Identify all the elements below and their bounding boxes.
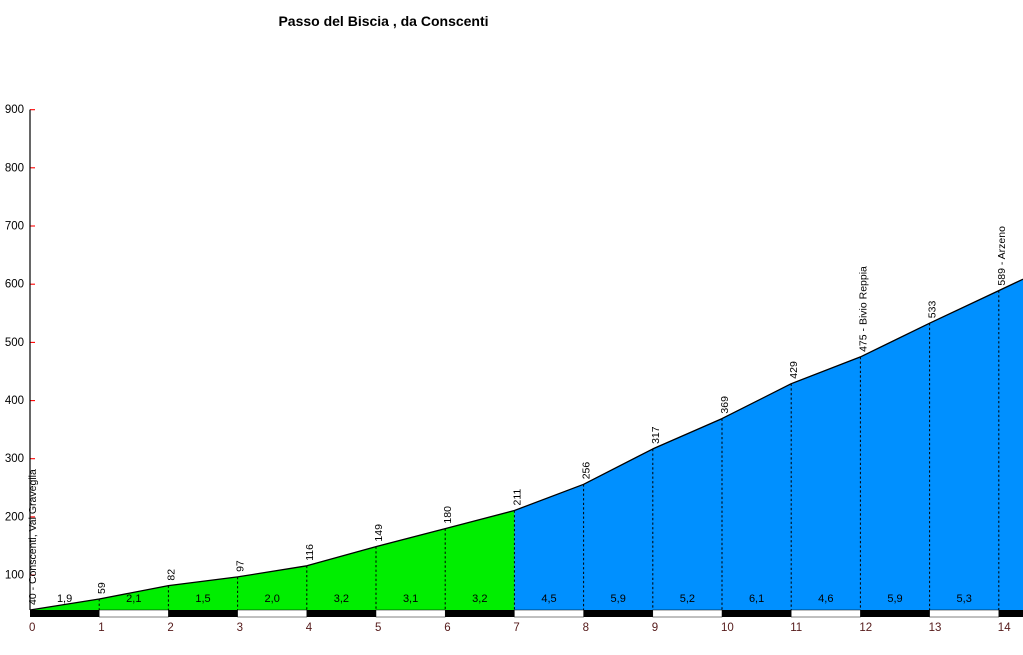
- svg-text:700: 700: [5, 221, 24, 233]
- svg-text:13: 13: [929, 622, 942, 634]
- svg-text:600: 600: [5, 279, 24, 291]
- svg-text:3,1: 3,1: [403, 593, 418, 605]
- svg-text:4,5: 4,5: [541, 593, 556, 605]
- svg-text:300: 300: [5, 453, 24, 465]
- svg-text:5,9: 5,9: [887, 593, 902, 605]
- svg-text:533: 533: [927, 301, 939, 319]
- svg-text:0: 0: [29, 622, 35, 634]
- svg-text:3,2: 3,2: [472, 593, 487, 605]
- svg-text:116: 116: [304, 544, 316, 561]
- svg-text:3: 3: [237, 622, 243, 634]
- svg-text:82: 82: [165, 569, 177, 581]
- svg-text:5,3: 5,3: [957, 593, 972, 605]
- svg-text:429: 429: [788, 361, 800, 379]
- svg-text:211: 211: [511, 489, 523, 506]
- svg-text:800: 800: [5, 162, 24, 174]
- svg-text:2,1: 2,1: [126, 593, 141, 605]
- svg-text:11: 11: [790, 622, 802, 634]
- svg-text:1,9: 1,9: [57, 593, 72, 605]
- svg-text:500: 500: [5, 337, 24, 349]
- svg-text:369: 369: [719, 396, 731, 414]
- svg-text:10: 10: [721, 622, 734, 634]
- svg-text:14: 14: [998, 622, 1011, 634]
- svg-text:2,0: 2,0: [265, 593, 280, 605]
- svg-text:2: 2: [167, 622, 173, 634]
- svg-text:200: 200: [5, 511, 24, 523]
- svg-text:40 - Conscenti, Val Gravegila: 40 - Conscenti, Val Gravegila: [27, 469, 39, 605]
- svg-text:4: 4: [306, 622, 313, 634]
- svg-text:6: 6: [444, 622, 450, 634]
- svg-text:1: 1: [98, 622, 104, 634]
- svg-text:12: 12: [859, 622, 872, 634]
- svg-text:900: 900: [5, 104, 24, 116]
- svg-text:589 - Arzeno: 589 - Arzeno: [996, 226, 1008, 286]
- svg-text:97: 97: [235, 560, 247, 572]
- svg-text:475 - Bivio Reppia: 475 - Bivio Reppia: [857, 266, 869, 352]
- svg-text:5: 5: [375, 622, 381, 634]
- svg-text:8: 8: [583, 622, 589, 634]
- svg-text:3,2: 3,2: [334, 593, 349, 605]
- svg-text:1,5: 1,5: [195, 593, 210, 605]
- svg-text:5,2: 5,2: [680, 593, 695, 605]
- svg-text:59: 59: [96, 582, 108, 594]
- svg-text:100: 100: [5, 570, 24, 582]
- svg-text:400: 400: [5, 395, 24, 407]
- svg-text:180: 180: [442, 506, 454, 524]
- svg-text:4,6: 4,6: [818, 593, 833, 605]
- svg-text:256: 256: [581, 462, 593, 480]
- svg-text:9: 9: [652, 622, 658, 634]
- svg-text:6,1: 6,1: [749, 593, 764, 605]
- svg-text:5,9: 5,9: [611, 593, 626, 605]
- svg-text:7: 7: [513, 622, 519, 634]
- svg-text:317: 317: [650, 426, 662, 444]
- svg-text:149: 149: [373, 524, 385, 542]
